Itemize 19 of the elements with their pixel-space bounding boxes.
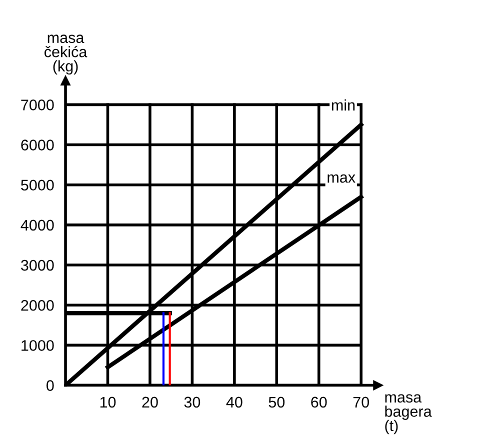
y-tick-label: 6000 (21, 140, 54, 150)
y-axis-title: masa čekića (kg) (44, 34, 88, 75)
y-tick-label: 5000 (21, 180, 54, 191)
x-tick-label: 60 (311, 396, 327, 408)
x-tick-label: 10 (100, 396, 116, 408)
x-axis-title: masa bagera (t) (385, 394, 432, 434)
x-tick-label: 20 (142, 396, 158, 408)
x-tick-label: 40 (226, 396, 242, 408)
annotation: max (328, 174, 356, 183)
y-tick-label: 4000 (20, 220, 54, 231)
x-tick-label: 30 (184, 396, 200, 408)
y-tick-label: 3000 (21, 260, 54, 271)
y-tick-label: 7000 (21, 100, 54, 110)
y-tick-label: 0 (46, 380, 54, 391)
x-tick-label: 50 (268, 396, 285, 408)
annotation: min (332, 99, 355, 110)
y-tick-label: 1000 (22, 340, 54, 351)
x-tick-label: 70 (353, 396, 370, 408)
y-tick-label: 2000 (21, 300, 54, 311)
